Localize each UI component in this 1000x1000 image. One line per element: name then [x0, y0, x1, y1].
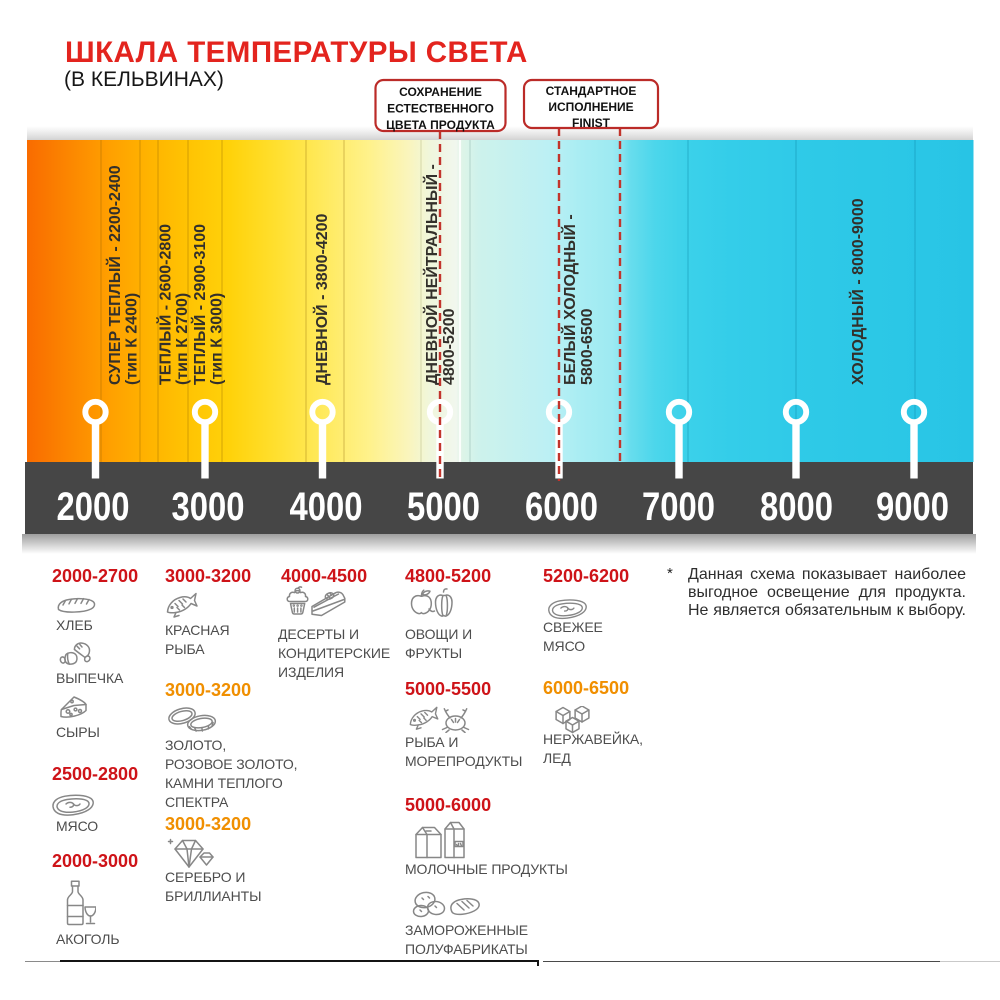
svg-text:FINIST: FINIST: [572, 116, 611, 130]
svg-text:2000: 2000: [57, 485, 130, 529]
svg-text:(тип К 2400): (тип К 2400): [124, 293, 141, 385]
svg-text:ИСПОЛНЕНИЕ: ИСПОЛНЕНИЕ: [548, 100, 633, 114]
svg-text:8000: 8000: [760, 485, 833, 529]
svg-text:СТАНДАРТНОЕ: СТАНДАРТНОЕ: [546, 84, 637, 98]
svg-text:ДНЕВНОЙ НЕЙТРАЛЬНЫЙ -: ДНЕВНОЙ НЕЙТРАЛЬНЫЙ -: [422, 164, 441, 385]
svg-text:5000: 5000: [407, 485, 480, 529]
svg-text:3000: 3000: [172, 485, 245, 529]
svg-text:ТЕПЛЫЙ - 2600-2800: ТЕПЛЫЙ - 2600-2800: [156, 224, 175, 385]
svg-text:СУПЕР ТЕПЛЫЙ - 2200-2400: СУПЕР ТЕПЛЫЙ - 2200-2400: [105, 165, 124, 385]
svg-text:ТЕПЛЫЙ - 2900-3100: ТЕПЛЫЙ - 2900-3100: [190, 224, 209, 385]
svg-text:БЕЛЫЙ ХОЛОДНЫЙ -: БЕЛЫЙ ХОЛОДНЫЙ -: [560, 214, 579, 385]
svg-text:6000: 6000: [525, 485, 598, 529]
svg-text:(тип К 2700): (тип К 2700): [174, 293, 191, 385]
svg-text:ЕСТЕСТВЕННОГО: ЕСТЕСТВЕННОГО: [387, 102, 494, 116]
svg-text:ДНЕВНОЙ - 3800-4200: ДНЕВНОЙ - 3800-4200: [312, 213, 331, 385]
svg-text:ХОЛОДНЫЙ - 8000-9000: ХОЛОДНЫЙ - 8000-9000: [848, 198, 867, 385]
svg-text:ЦВЕТА ПРОДУКТА: ЦВЕТА ПРОДУКТА: [386, 118, 495, 132]
svg-text:5800-6500: 5800-6500: [579, 308, 596, 385]
svg-text:9000: 9000: [876, 485, 949, 529]
svg-text:СОХРАНЕНИЕ: СОХРАНЕНИЕ: [399, 85, 482, 99]
svg-text:7000: 7000: [642, 485, 715, 529]
svg-text:(тип К 3000): (тип К 3000): [209, 293, 226, 385]
svg-text:4800-5200: 4800-5200: [441, 308, 458, 385]
svg-text:4000: 4000: [290, 485, 363, 529]
